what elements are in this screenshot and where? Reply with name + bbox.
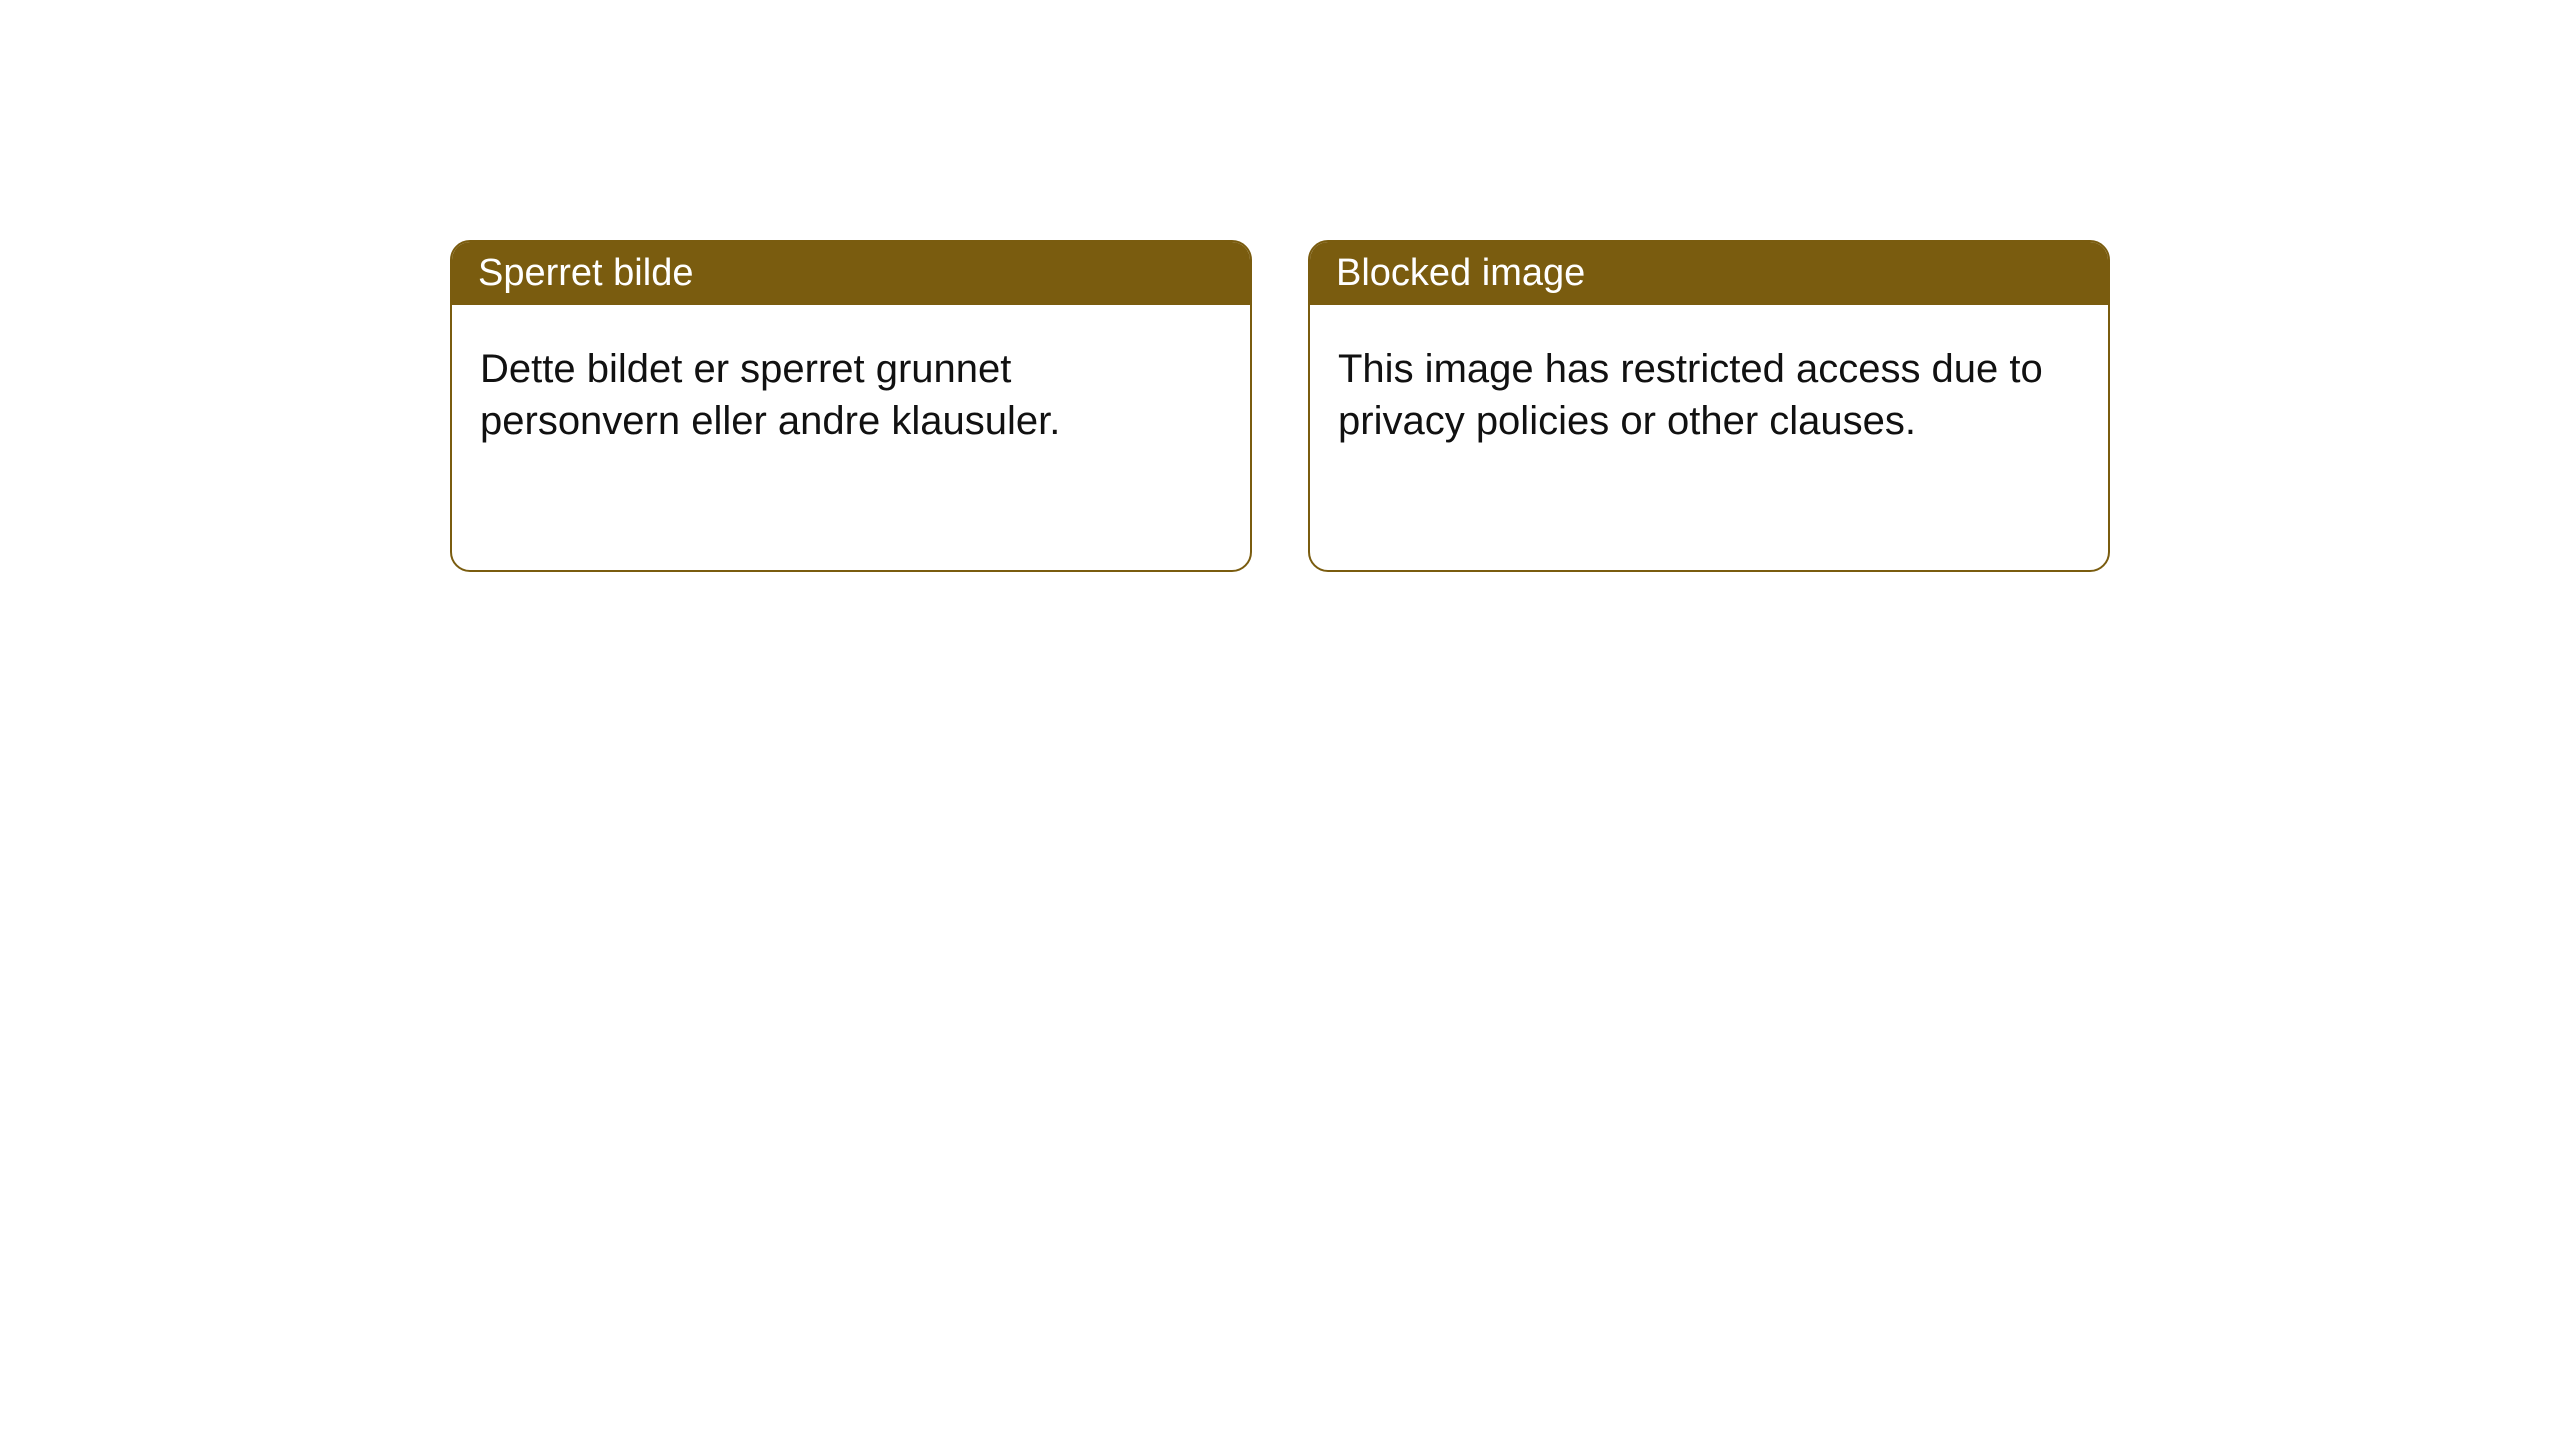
card-body-text: Dette bildet er sperret grunnet personve… (480, 347, 1060, 443)
card-body-text: This image has restricted access due to … (1338, 347, 2043, 443)
card-header: Sperret bilde (452, 242, 1250, 305)
card-header: Blocked image (1310, 242, 2108, 305)
card-title: Sperret bilde (478, 252, 693, 294)
notice-card-norwegian: Sperret bilde Dette bildet er sperret gr… (450, 240, 1252, 572)
notice-container: Sperret bilde Dette bildet er sperret gr… (0, 0, 2560, 572)
card-body: Dette bildet er sperret grunnet personve… (452, 305, 1250, 485)
card-title: Blocked image (1336, 252, 1585, 294)
card-body: This image has restricted access due to … (1310, 305, 2108, 485)
notice-card-english: Blocked image This image has restricted … (1308, 240, 2110, 572)
